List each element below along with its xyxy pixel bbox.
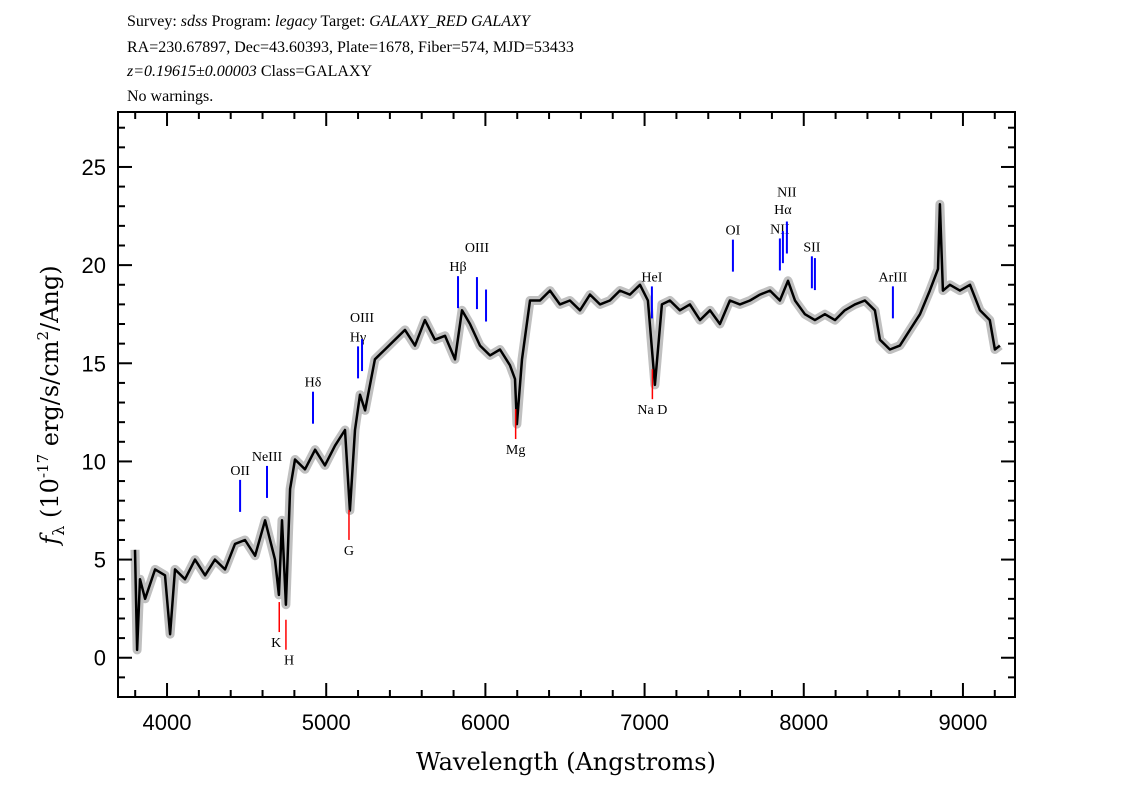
- emission-line-label: NII: [777, 186, 797, 201]
- spectral-line-emission: OIII: [465, 241, 489, 310]
- spectral-line-emission: OIII: [350, 311, 374, 372]
- spectral-line-emission: SII: [803, 240, 821, 289]
- y-axis-label: fλ (10-17 erg/s/cm2/Ang): [34, 265, 68, 546]
- header-segment: Target:: [316, 13, 370, 30]
- plot-frame: [117, 111, 1016, 698]
- spectral-line-emission: ArIII: [879, 270, 908, 319]
- absorption-line-label: H: [284, 654, 294, 669]
- spectral-line-emission: Hδ: [305, 376, 322, 424]
- emission-line-label: Hα: [774, 203, 792, 218]
- flux-line: [133, 203, 1001, 652]
- y-tick-label: 25: [82, 155, 106, 180]
- absorption-line-label: Mg: [506, 443, 525, 458]
- x-tick-label: 8000: [779, 710, 828, 735]
- y-tick-label: 20: [82, 253, 106, 278]
- y-tick-label: 10: [82, 449, 106, 474]
- header-line-3: z=0.19615±0.00003 Class=GALAXY: [127, 62, 372, 82]
- spectral-line-emission: Hα: [774, 203, 792, 264]
- header-segment: Program:: [207, 13, 276, 30]
- emission-line-label: OI: [726, 224, 741, 239]
- class-text: Class=GALAXY: [256, 63, 373, 80]
- spectral-line-emission: HeI: [641, 270, 663, 319]
- emission-line-label: SII: [803, 240, 820, 255]
- y-tick-label: 5: [94, 548, 106, 573]
- header-segment: GALAXY_RED GALAXY: [369, 13, 530, 30]
- emission-line-label: Hδ: [305, 376, 322, 391]
- x-tick-label: 9000: [938, 710, 987, 735]
- spectral-line-emission: NII: [777, 186, 797, 254]
- emission-line-label: HeI: [641, 270, 662, 285]
- spectral-line-absorption: Mg: [506, 409, 525, 458]
- redshift-text: z=0.19615±0.00003: [127, 63, 257, 80]
- emission-line-label: Hγ: [350, 330, 366, 345]
- spectral-line-emission: Hβ: [449, 260, 467, 309]
- spectral-line-emission: NII: [770, 222, 790, 271]
- x-axis-label: Wavelength (Angstroms): [416, 748, 716, 776]
- absorption-line-label: Na D: [637, 403, 667, 418]
- spectral-line-emission: Hγ: [350, 330, 366, 379]
- x-tick-label: 5000: [302, 710, 351, 735]
- spectral-line-absorption: G: [344, 509, 354, 559]
- header-line-4: No warnings.: [127, 88, 214, 105]
- emission-line-label: OIII: [465, 241, 489, 256]
- spectral-line-absorption: H: [284, 619, 294, 669]
- x-tick-label: 7000: [620, 710, 669, 735]
- header-segment: sdss: [180, 13, 208, 30]
- y-tick-label: 0: [94, 646, 106, 671]
- x-tick-label: 6000: [461, 710, 510, 735]
- spectral-line-absorption: Na D: [637, 369, 667, 418]
- spectral-line-emission: OII: [230, 464, 250, 512]
- x-tick-label: 4000: [143, 710, 192, 735]
- emission-line-label: NII: [770, 222, 790, 237]
- y-tick-label: 15: [82, 351, 106, 376]
- emission-line-label: ArIII: [879, 270, 908, 285]
- header-segment: legacy: [275, 13, 317, 30]
- header-line-2: RA=230.67897, Dec=43.60393, Plate=1678, …: [127, 39, 574, 56]
- emission-line-label: NeIII: [252, 450, 283, 465]
- emission-line-label: Hβ: [449, 260, 466, 275]
- spectral-line-emission: OI: [726, 224, 741, 272]
- header-segment: Survey:: [127, 13, 181, 30]
- absorption-line-label: G: [344, 544, 354, 559]
- spectral-line-absorption: K: [271, 602, 281, 651]
- absorption-line-label: K: [271, 636, 281, 651]
- spectral-line-emission: NeIII: [252, 450, 283, 498]
- emission-line-label: OII: [230, 464, 250, 479]
- emission-line-label: OIII: [350, 311, 374, 326]
- error-band: [130, 199, 1003, 655]
- header-line-1: Survey: sdss Program: legacy Target: GAL…: [127, 12, 530, 32]
